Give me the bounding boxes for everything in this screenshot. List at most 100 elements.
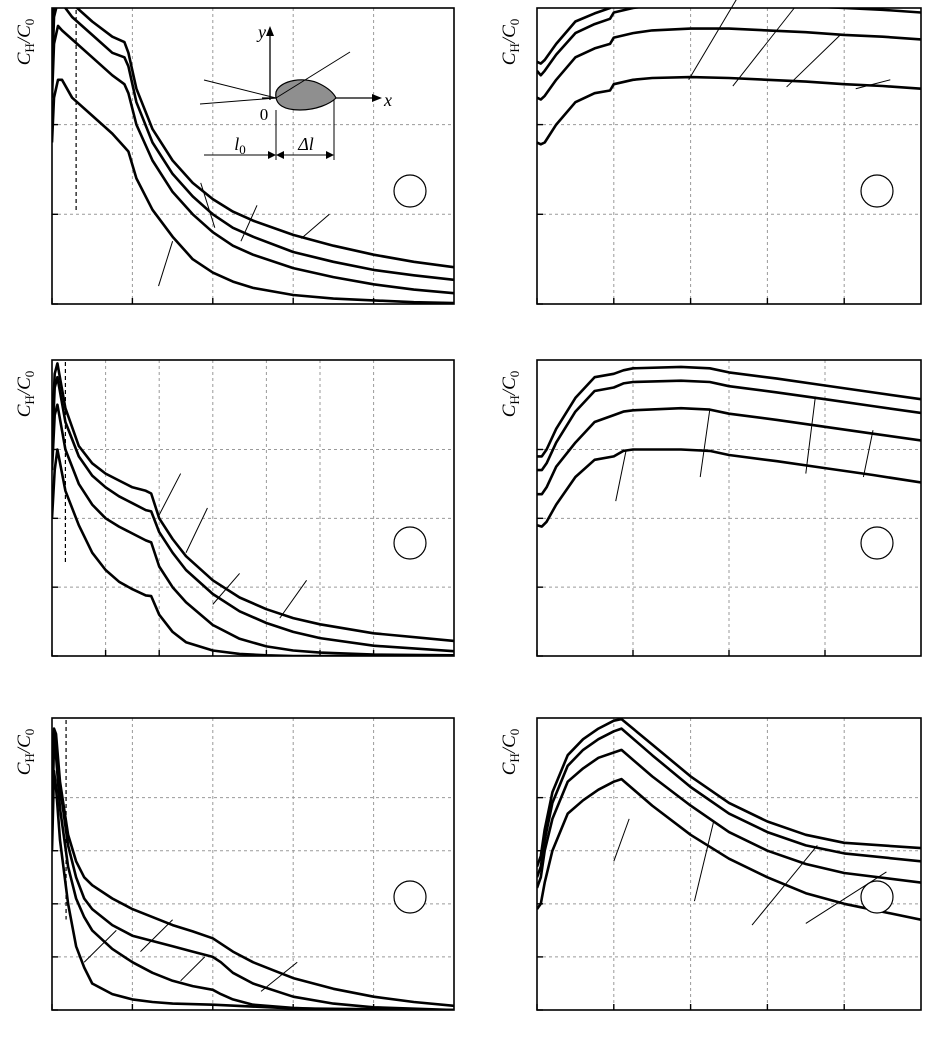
inset-dim-arrow xyxy=(326,151,334,159)
y-label-part: C xyxy=(14,52,35,65)
y-label-part: /C xyxy=(14,25,35,44)
inset-l0-label: l0 xyxy=(234,134,246,157)
y-label-part: /C xyxy=(499,735,520,754)
inset-dim-arrow xyxy=(268,151,276,159)
gridlines xyxy=(537,718,921,1010)
series-line-3 xyxy=(537,8,921,77)
y-label-part: C xyxy=(14,762,35,775)
y-label-part: C xyxy=(499,404,520,417)
y-label-part: /C xyxy=(499,25,520,44)
inset-particle-shape xyxy=(275,79,337,111)
inset-x-arrow xyxy=(372,94,382,102)
gridlines xyxy=(52,360,454,656)
y-axis-label: CH/C0 xyxy=(14,729,37,776)
curve-leader-line xyxy=(83,930,117,963)
series-line-3 xyxy=(537,727,921,878)
curve-leader-line xyxy=(279,579,308,619)
curve-leader-line xyxy=(300,213,330,239)
y-label-sub: 0 xyxy=(22,371,37,378)
series-line-2 xyxy=(537,406,921,496)
series-line-2 xyxy=(537,748,921,889)
plot-frame xyxy=(51,7,455,305)
curve-leader-line xyxy=(786,34,841,88)
y-label-sub: H xyxy=(22,395,37,404)
plot-frame xyxy=(51,359,455,657)
series-line-1 xyxy=(537,777,921,921)
y-label-part: C xyxy=(14,404,35,417)
curve-leader-line xyxy=(688,0,737,81)
panel-c: CH/C0 xyxy=(14,717,455,1011)
inset-ray xyxy=(275,51,351,99)
series-line-2 xyxy=(52,743,454,1010)
y-label-sub: H xyxy=(22,43,37,52)
curve-leader-line xyxy=(732,7,795,87)
gridlines xyxy=(537,8,921,304)
panel-letter-circle xyxy=(860,880,894,914)
y-axis-label: CH/C0 xyxy=(14,19,37,66)
panel-letter-circle xyxy=(860,174,894,208)
inset-y-arrow xyxy=(266,26,274,36)
y-axis-label: CH/C0 xyxy=(499,729,522,776)
series-line-3 xyxy=(52,375,454,653)
inset-origin-label: 0 xyxy=(260,105,269,124)
y-label-sub: 0 xyxy=(22,19,37,26)
panel-letter-circle xyxy=(393,174,427,208)
panel-d: CH/C0 xyxy=(499,0,922,305)
plot-frame xyxy=(51,717,455,1011)
inset-dl-label: Δl xyxy=(297,134,314,154)
series-line-2 xyxy=(52,24,454,295)
y-label-sub: H xyxy=(507,43,522,52)
y-label-sub: 0 xyxy=(507,19,522,26)
series-line-3 xyxy=(537,379,921,472)
series-line-4 xyxy=(52,8,454,269)
panel-letter-circle xyxy=(860,526,894,560)
panel-f: CH/C0 xyxy=(499,717,922,1011)
series-line-2 xyxy=(537,27,921,101)
panel-e: CH/C0 xyxy=(499,359,922,657)
series-line-1 xyxy=(537,75,921,146)
curve-leader-line xyxy=(699,409,711,478)
y-label-sub: H xyxy=(507,753,522,762)
series-line-2 xyxy=(52,403,454,656)
y-label-part: C xyxy=(499,52,520,65)
panel-letter-circle xyxy=(393,880,427,914)
y-axis-label: CH/C0 xyxy=(499,19,522,66)
y-axis-label: CH/C0 xyxy=(14,371,37,418)
y-label-sub: H xyxy=(507,395,522,404)
inset-y-label: y xyxy=(256,22,266,42)
curve-leader-line xyxy=(613,818,630,862)
inset-x-label: x xyxy=(383,90,392,110)
curve-leader-line xyxy=(200,182,216,228)
curve-leader-line xyxy=(855,79,891,90)
panel-a: CH/C0 xyxy=(14,7,455,305)
y-label-part: C xyxy=(499,762,520,775)
panel-letter-circle xyxy=(393,526,427,560)
curve-leader-line xyxy=(862,430,874,478)
y-label-part: /C xyxy=(14,377,35,396)
curve-leader-line xyxy=(240,205,258,242)
series-line-1 xyxy=(52,448,454,656)
curve-leader-line xyxy=(805,871,887,924)
gridlines xyxy=(52,718,454,1010)
y-label-sub: H xyxy=(22,753,37,762)
series-line-1 xyxy=(52,78,454,304)
curve-leader-line xyxy=(158,241,174,287)
curve-leader-line xyxy=(158,473,182,516)
inset-l0-sub: 0 xyxy=(239,142,246,157)
panel-b: CH/C0 xyxy=(14,359,455,657)
inset-ray xyxy=(199,97,277,105)
y-axis-label: CH/C0 xyxy=(499,371,522,418)
series-line-4 xyxy=(537,718,921,868)
curve-leader-line xyxy=(805,396,816,474)
series-line-4 xyxy=(52,727,454,1008)
y-label-sub: 0 xyxy=(22,729,37,736)
y-label-part: /C xyxy=(499,377,520,396)
series-line-3 xyxy=(52,732,454,1010)
y-label-part: /C xyxy=(14,735,35,754)
curve-leader-line xyxy=(751,845,818,926)
curve-leader-line xyxy=(140,919,173,952)
curve-leader-line xyxy=(212,573,240,605)
y-label-sub: 0 xyxy=(507,729,522,736)
series-line-1 xyxy=(52,769,454,1010)
